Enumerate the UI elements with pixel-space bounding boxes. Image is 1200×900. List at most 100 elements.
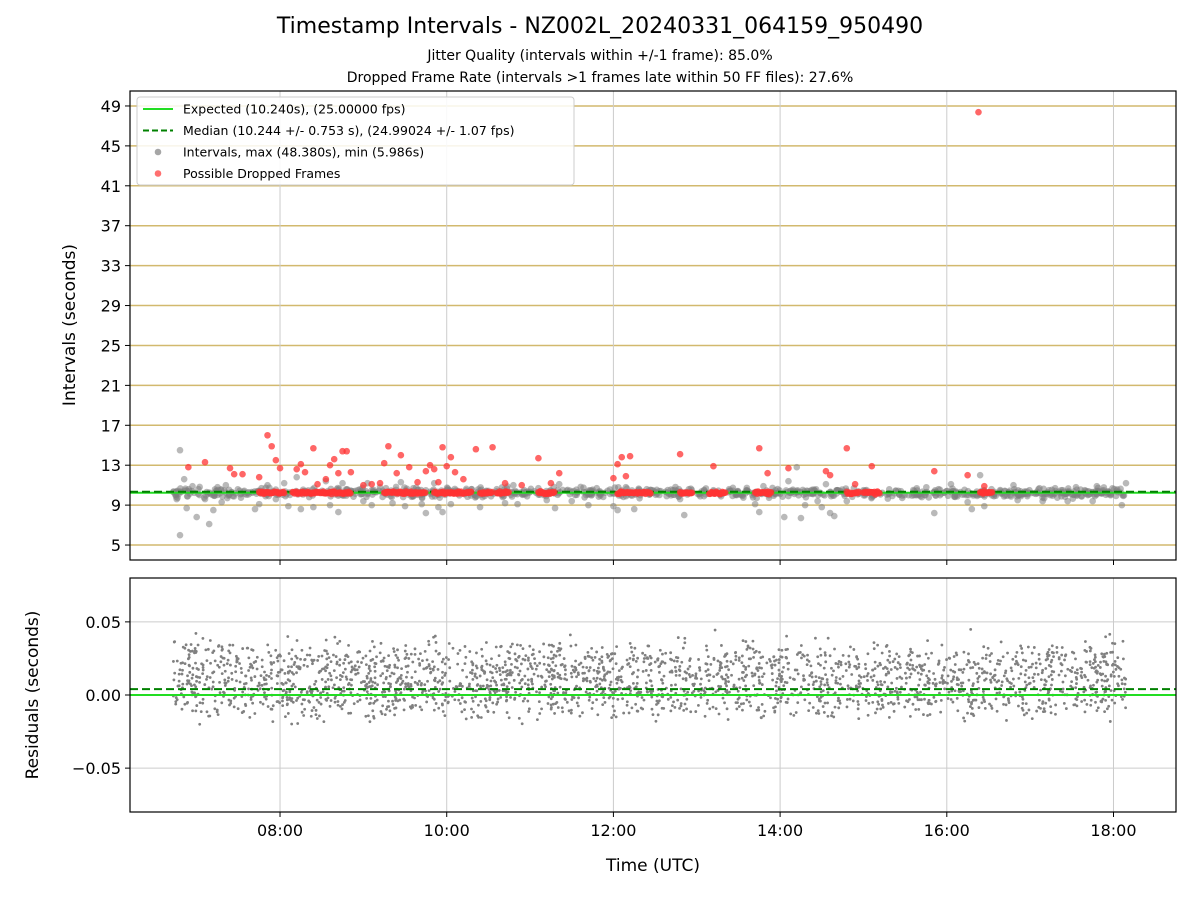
residual-point	[1002, 703, 1005, 706]
residual-point	[946, 681, 949, 685]
residual-point	[481, 684, 485, 688]
residual-point	[523, 697, 527, 700]
residual-point	[424, 666, 428, 670]
residual-point	[574, 659, 578, 663]
residual-point	[714, 707, 718, 711]
dropped-frame-point	[964, 471, 971, 479]
residual-point	[538, 650, 541, 654]
residual-point	[896, 697, 900, 701]
residual-point	[636, 668, 640, 672]
residual-point	[241, 647, 245, 650]
residual-point	[999, 640, 1003, 644]
residual-point	[258, 683, 261, 687]
residual-point	[904, 671, 907, 675]
residual-point	[1104, 674, 1107, 678]
interval-point	[222, 481, 230, 489]
residual-point	[1047, 697, 1051, 701]
residual-point	[270, 707, 274, 711]
residual-point	[880, 699, 884, 702]
residual-point	[598, 657, 602, 661]
interval-point	[944, 492, 952, 500]
dropped-frame-point	[230, 470, 238, 478]
dropped-frame-point	[439, 443, 446, 451]
residual-point	[822, 666, 826, 670]
residual-point	[519, 679, 523, 682]
residual-point	[1047, 664, 1051, 667]
residual-point	[491, 665, 495, 669]
residual-point	[528, 644, 532, 648]
interval-point	[680, 511, 688, 519]
residual-point	[496, 697, 500, 701]
residual-point	[642, 698, 646, 702]
residual-point	[206, 647, 210, 651]
residual-point	[346, 655, 350, 659]
residual-point	[823, 683, 827, 687]
interval-point	[760, 482, 767, 490]
interval-point	[218, 498, 225, 506]
residual-point	[420, 691, 424, 694]
residual-point	[871, 701, 875, 704]
residual-point	[593, 655, 597, 659]
interval-point	[630, 505, 638, 513]
residual-point	[585, 676, 589, 680]
residual-point	[703, 714, 707, 718]
residual-point	[324, 638, 328, 642]
residual-point	[926, 676, 930, 680]
dropped-frame-point	[826, 471, 834, 479]
interval-point	[447, 500, 455, 508]
residual-point	[694, 674, 698, 678]
residual-point	[712, 656, 716, 660]
residual-point	[597, 662, 601, 666]
residual-point	[342, 686, 346, 690]
residual-point	[720, 644, 723, 647]
interval-point	[818, 503, 826, 511]
residual-point	[986, 646, 990, 650]
residual-point	[889, 700, 893, 704]
residual-point	[322, 720, 326, 724]
residual-point	[721, 696, 725, 700]
residual-point	[446, 701, 450, 705]
residual-point	[595, 689, 599, 693]
residual-point	[549, 650, 553, 654]
residual-point	[602, 675, 606, 678]
residual-point	[423, 683, 427, 687]
residual-point	[437, 690, 441, 693]
residual-point	[625, 700, 629, 704]
residual-point	[959, 668, 963, 672]
residual-point	[1045, 652, 1049, 656]
residual-point	[666, 697, 670, 701]
residual-point	[186, 657, 190, 661]
residual-point	[611, 704, 615, 708]
dropped-frame-point	[851, 480, 859, 488]
residual-point	[552, 668, 556, 672]
residual-point	[513, 652, 517, 656]
residual-point	[1096, 663, 1100, 667]
residual-point	[549, 691, 553, 695]
residual-point	[898, 690, 902, 694]
residual-point	[670, 683, 673, 687]
residual-point	[378, 651, 382, 655]
residual-point	[294, 654, 298, 658]
residual-point	[731, 662, 735, 666]
residual-point	[1117, 684, 1120, 688]
residual-point	[204, 648, 208, 652]
dropped-frame-point	[676, 450, 684, 458]
residual-point	[884, 665, 887, 669]
residual-point	[747, 664, 751, 668]
residual-point	[602, 696, 606, 700]
residual-point	[592, 668, 596, 672]
residual-point	[857, 665, 861, 669]
residual-point	[399, 677, 403, 680]
residual-point	[570, 664, 574, 668]
residual-point	[1001, 655, 1005, 659]
dropped-frame-point	[280, 489, 288, 497]
residual-point	[223, 681, 227, 685]
residual-point	[898, 675, 902, 679]
residual-point	[869, 675, 873, 679]
residual-point	[816, 709, 820, 713]
residual-point	[872, 674, 876, 678]
residual-point	[488, 696, 492, 699]
residual-point	[815, 695, 819, 699]
residual-point	[614, 715, 618, 719]
residual-point	[194, 685, 198, 689]
